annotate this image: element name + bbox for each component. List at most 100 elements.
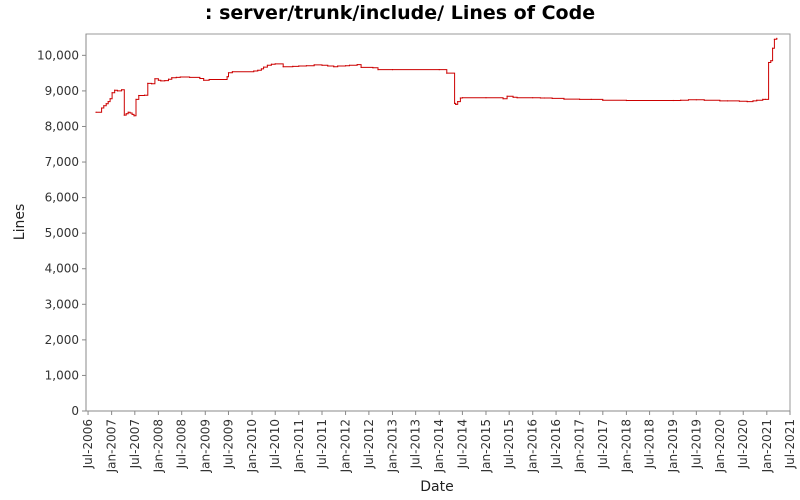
- series-group: [95, 37, 778, 117]
- data-point: [103, 105, 105, 107]
- data-point: [457, 101, 459, 103]
- data-point: [292, 65, 294, 67]
- data-point: [485, 97, 487, 99]
- data-point: [208, 78, 210, 81]
- data-point: [756, 99, 758, 101]
- data-point: [579, 98, 581, 100]
- data-point: [672, 99, 674, 102]
- data-point: [768, 61, 770, 64]
- data-point: [105, 103, 107, 105]
- data-point: [543, 97, 546, 99]
- x-tick-label: Jan-2017: [573, 419, 587, 473]
- data-point: [263, 66, 265, 68]
- data-point: [154, 78, 156, 80]
- data-point: [752, 100, 754, 102]
- y-tick-label: 4,000: [45, 262, 79, 276]
- data-point: [260, 68, 262, 70]
- data-point: [125, 113, 127, 115]
- x-tick-label: Jul-2009: [221, 419, 235, 469]
- data-point: [114, 89, 116, 91]
- data-point: [270, 63, 272, 65]
- x-tick-label: Jan-2019: [666, 419, 680, 473]
- data-point: [680, 99, 682, 101]
- x-tick-label: Jul-2010: [268, 419, 282, 469]
- x-tick-label: Jan-2009: [198, 419, 212, 473]
- data-point: [226, 76, 228, 78]
- data-point: [282, 66, 284, 68]
- x-tick-label: Jan-2010: [245, 419, 259, 473]
- data-point: [372, 67, 374, 69]
- x-tick-label: Jul-2020: [736, 419, 750, 469]
- data-point: [348, 64, 351, 66]
- data-point: [298, 65, 300, 67]
- data-point: [455, 103, 457, 105]
- data-point: [109, 98, 111, 100]
- data-point: [563, 98, 565, 100]
- data-point: [131, 113, 133, 115]
- y-tick-label: 3,000: [45, 297, 79, 311]
- data-point: [95, 111, 97, 113]
- data-point: [179, 76, 181, 78]
- data-point: [438, 69, 440, 71]
- x-tick-label: Jan-2021: [760, 419, 774, 473]
- x-tick-label: Jul-2014: [455, 419, 469, 469]
- plot-area: [85, 33, 791, 412]
- data-point: [121, 89, 123, 91]
- data-point: [116, 90, 118, 92]
- data-point: [321, 64, 323, 66]
- x-tick-label: Jan-2013: [385, 419, 399, 473]
- data-point: [770, 60, 772, 62]
- x-tick-label: Jan-2007: [105, 419, 119, 473]
- data-point: [107, 101, 109, 103]
- data-point: [253, 70, 255, 72]
- x-tick-label: Jul-2007: [128, 419, 142, 469]
- x-tick-label: Jul-2019: [689, 419, 703, 469]
- data-point: [551, 97, 553, 99]
- y-tick-label: 1,000: [45, 368, 79, 382]
- y-tick-label: 5,000: [45, 226, 79, 240]
- data-point: [266, 64, 268, 66]
- data-point: [764, 98, 766, 100]
- x-tick-label: Jan-2008: [151, 419, 165, 473]
- x-tick-label: Jan-2015: [479, 419, 493, 473]
- data-point: [391, 69, 394, 71]
- data-point: [532, 97, 534, 99]
- x-axis-label: Date: [420, 479, 453, 495]
- data-point: [133, 115, 135, 117]
- x-tick-label: Jan-2011: [292, 419, 306, 473]
- x-tick-label: Jan-2020: [713, 419, 727, 473]
- data-point: [123, 114, 125, 116]
- data-point: [461, 97, 463, 99]
- y-tick-label: 6,000: [45, 191, 79, 205]
- data-point: [274, 63, 276, 65]
- data-point: [727, 100, 729, 102]
- data-point: [327, 65, 329, 67]
- data-point: [772, 47, 774, 49]
- data-point: [157, 79, 159, 81]
- x-tick-label: Jul-2017: [596, 419, 610, 469]
- data-point: [454, 102, 456, 104]
- data-point: [164, 80, 166, 82]
- data-point: [512, 96, 514, 98]
- data-point: [138, 94, 140, 97]
- data-point: [129, 112, 131, 114]
- y-ticks: 0 1,000 2,000 3,000 4,000 5,000 6,000 7,000 8,00…: [37, 48, 86, 418]
- data-point: [703, 99, 705, 101]
- y-tick-label: 10,000: [37, 48, 79, 62]
- data-point: [135, 98, 137, 100]
- x-tick-label: Jul-2015: [502, 419, 516, 469]
- data-point: [746, 101, 748, 103]
- data-point: [773, 38, 776, 40]
- data-point: [313, 64, 315, 66]
- data-point: [446, 72, 448, 74]
- y-tick-label: 9,000: [45, 84, 79, 98]
- data-point: [506, 95, 508, 97]
- x-tick-label: Jul-2021: [783, 419, 797, 469]
- data-point: [143, 94, 146, 96]
- data-point: [203, 79, 205, 81]
- data-point: [539, 97, 542, 99]
- x-tick-label: Jul-2012: [362, 419, 376, 469]
- x-tick-label: Jul-2011: [315, 419, 329, 469]
- x-tick-label: Jul-2008: [175, 419, 189, 469]
